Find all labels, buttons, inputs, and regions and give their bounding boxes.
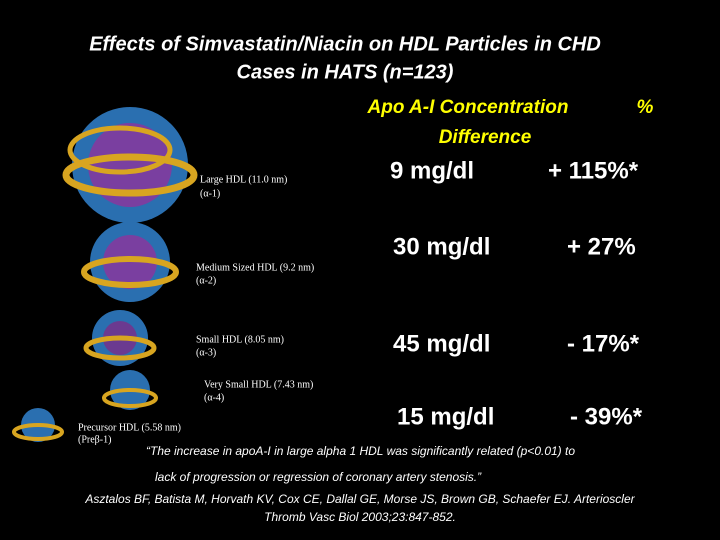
particle-small — [83, 310, 157, 366]
particle-label: (α-3) — [196, 347, 216, 358]
concentration: 9 mg/dl — [390, 157, 474, 184]
percent-difference: - 17%* — [567, 330, 640, 357]
concentration: 30 mg/dl — [393, 233, 490, 260]
particle-label: Precursor HDL (5.58 nm) — [78, 422, 181, 433]
citation-line: Asztalos BF, Batista M, Horvath KV, Cox … — [84, 492, 635, 506]
percent-difference: + 115%* — [548, 157, 639, 184]
particle-label: (α-1) — [200, 188, 220, 199]
quote-line: “The increase in apoA-I in large alpha 1… — [146, 444, 575, 458]
particle-medium — [81, 222, 179, 302]
particle-label: (α-4) — [204, 392, 224, 403]
particle-label: (α-2) — [196, 275, 216, 286]
particle-label: Medium Sized HDL (9.2 nm) — [196, 262, 314, 273]
title-line: Effects of Simvastatin/Niacin on HDL Par… — [89, 33, 601, 55]
citation-line: Thromb Vasc Biol 2003;23:847-852. — [264, 510, 456, 524]
percent-difference: + 27% — [567, 233, 636, 260]
particle-precursor — [12, 408, 64, 442]
column-header: Apo A-I Concentration — [367, 97, 569, 118]
particle-large — [62, 107, 198, 223]
particle-label: Small HDL (8.05 nm) — [196, 334, 284, 345]
concentration: 45 mg/dl — [393, 330, 490, 357]
percent-difference: - 39%* — [570, 403, 643, 430]
particle-label: Large HDL (11.0 nm) — [200, 174, 287, 185]
title-line: Cases in HATS (n=123) — [237, 61, 454, 83]
particle-very-small — [102, 370, 158, 410]
column-header: % — [637, 97, 654, 118]
hdl-illustrations — [12, 107, 198, 442]
quote-line: lack of progression or regression of cor… — [155, 470, 482, 484]
concentration: 15 mg/dl — [397, 403, 494, 430]
particle-label: (Preβ-1) — [78, 434, 111, 445]
particle-label: Very Small HDL (7.43 nm) — [204, 379, 313, 390]
column-header: Difference — [439, 127, 532, 148]
